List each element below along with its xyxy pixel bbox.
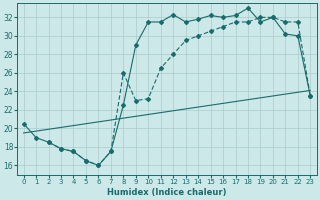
- X-axis label: Humidex (Indice chaleur): Humidex (Indice chaleur): [107, 188, 227, 197]
